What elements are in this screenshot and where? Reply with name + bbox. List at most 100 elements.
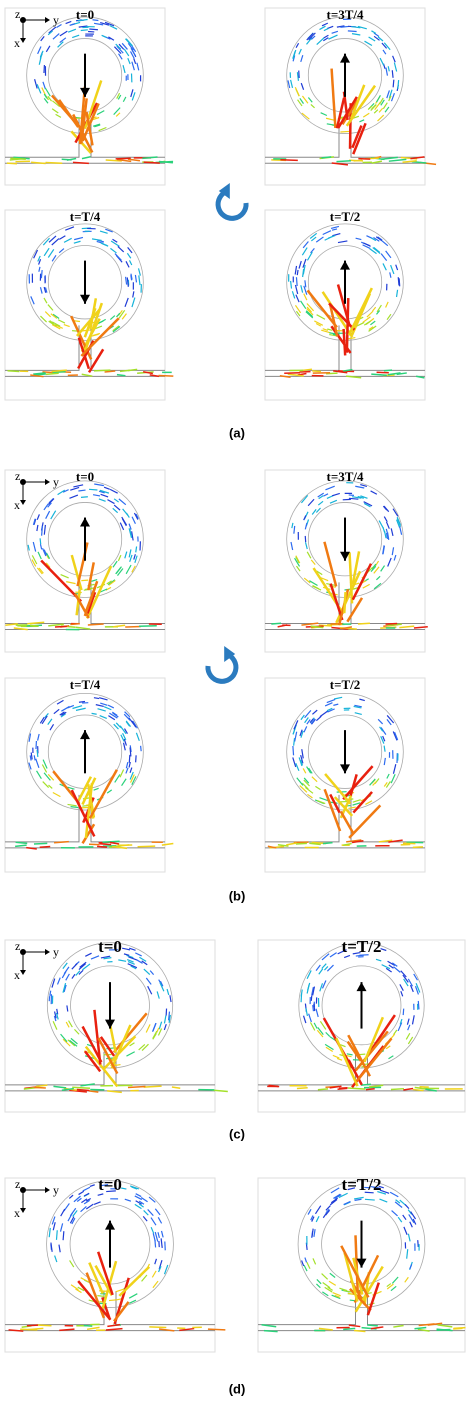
current-vector <box>343 1289 352 1293</box>
current-vector <box>52 100 61 108</box>
current-vector <box>66 1005 69 1012</box>
current-vector <box>373 237 380 242</box>
current-vector <box>332 1291 341 1297</box>
current-vector <box>74 1028 80 1035</box>
current-vector <box>407 978 414 987</box>
current-vector <box>27 544 30 551</box>
current-vector <box>298 260 302 269</box>
current-vector <box>365 320 371 325</box>
current-vector <box>163 1264 169 1275</box>
current-vector <box>307 1208 312 1215</box>
current-vector <box>54 1255 58 1263</box>
current-vector <box>343 1327 356 1331</box>
current-vector <box>303 285 308 295</box>
current-vector <box>129 771 134 780</box>
current-vector <box>386 1283 394 1290</box>
current-vector <box>329 1272 336 1278</box>
current-vector <box>112 325 120 332</box>
current-vector <box>47 95 53 102</box>
axis-y-head <box>45 17 50 23</box>
current-vector <box>350 84 366 119</box>
current-vector <box>383 516 388 523</box>
current-vector <box>152 1233 156 1242</box>
current-vector <box>113 504 121 511</box>
current-vector <box>48 1227 51 1238</box>
current-vector <box>35 1084 48 1088</box>
current-vector <box>390 528 394 536</box>
current-vector <box>10 157 26 161</box>
current-vector <box>52 33 60 40</box>
current-vector <box>386 715 395 724</box>
current-vector <box>405 1032 411 1040</box>
current-vector <box>414 1326 427 1330</box>
current-vector <box>309 580 318 587</box>
current-vector <box>138 1200 145 1205</box>
current-vector <box>148 1196 156 1203</box>
current-vector <box>60 711 67 716</box>
current-vector <box>99 697 108 701</box>
current-vector <box>412 846 423 849</box>
current-vector <box>94 124 101 128</box>
current-vector <box>378 520 384 529</box>
current-vector <box>73 240 81 244</box>
current-vector <box>56 23 62 28</box>
ring-outline <box>26 692 144 811</box>
current-vector <box>325 1208 330 1214</box>
axis-label-z: z <box>15 469 20 483</box>
current-vector <box>125 38 133 47</box>
current-vector <box>347 1087 366 1090</box>
current-vector <box>390 774 396 784</box>
current-vector <box>303 1264 308 1272</box>
current-vector <box>329 583 344 621</box>
current-vector <box>388 158 407 162</box>
current-vector <box>83 1050 102 1073</box>
current-vector <box>157 1266 162 1273</box>
current-vector <box>385 967 392 973</box>
current-vector <box>134 274 138 283</box>
current-vector <box>78 1190 85 1196</box>
current-vector <box>331 1294 341 1300</box>
current-vector <box>410 156 425 160</box>
current-vector <box>309 718 314 724</box>
current-vector <box>396 516 402 526</box>
current-vector <box>346 839 362 843</box>
current-vector <box>15 844 27 848</box>
current-vector <box>400 970 407 978</box>
current-vector <box>370 320 376 326</box>
current-vector <box>409 1264 413 1270</box>
current-vector <box>402 974 409 983</box>
current-vector <box>376 94 381 103</box>
current-vector <box>300 989 303 997</box>
current-vector <box>113 624 126 628</box>
current-vector <box>351 125 363 149</box>
current-vector <box>387 623 402 627</box>
direction-arrowhead <box>80 517 90 527</box>
current-vector <box>315 1215 320 1223</box>
current-vector <box>55 1012 59 1020</box>
frame: t=T/2 <box>257 1175 466 1353</box>
current-vector <box>391 70 394 78</box>
current-vector <box>143 1210 149 1216</box>
current-vector <box>54 324 64 329</box>
current-vector <box>125 720 132 728</box>
current-vector <box>393 554 397 561</box>
frame: t=0 <box>4 937 228 1113</box>
current-vector <box>103 957 112 960</box>
current-vector <box>124 297 129 308</box>
current-vector <box>292 757 297 768</box>
current-vector <box>349 159 364 162</box>
current-vector <box>58 1244 61 1253</box>
current-vector <box>327 328 333 331</box>
current-vector <box>152 1030 158 1039</box>
current-vector <box>301 749 304 759</box>
current-vector <box>158 1328 175 1332</box>
current-vector <box>126 252 132 259</box>
current-vector <box>41 715 48 725</box>
current-vector <box>414 985 419 995</box>
current-vector <box>391 1276 399 1284</box>
ring-outline <box>46 1180 174 1308</box>
current-vector <box>128 754 131 763</box>
current-vector <box>345 84 377 127</box>
current-vector <box>399 526 403 535</box>
current-vector <box>396 519 401 528</box>
